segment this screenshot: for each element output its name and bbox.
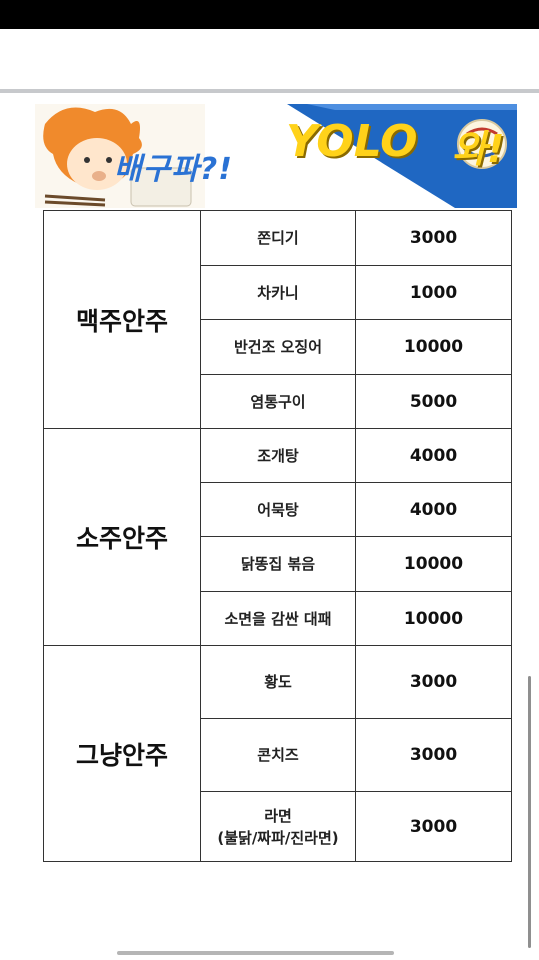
table-row: 콘치즈 3000 bbox=[44, 718, 512, 792]
item-name: 라면 bbox=[264, 806, 292, 825]
item-name: 쫀디기 bbox=[200, 210, 356, 266]
item-price: 3000 bbox=[355, 645, 512, 719]
item-price: 4000 bbox=[355, 482, 512, 537]
table-row: 닭똥집 볶음 10000 bbox=[44, 536, 512, 592]
item-price: 5000 bbox=[355, 374, 512, 429]
item-name: 소면을 감싼 대패 bbox=[200, 591, 356, 646]
banner-yolo-text: YOLO bbox=[286, 116, 418, 167]
table-row: 소면을 감싼 대패 10000 bbox=[44, 591, 512, 646]
status-bar bbox=[0, 0, 539, 29]
table-row: 맥주안주 쫀디기 3000 bbox=[43, 210, 512, 429]
table-row: 소주안주 조개탕 4000 bbox=[43, 428, 512, 646]
table-row: 어묵탕 4000 bbox=[44, 482, 512, 537]
item-price: 3000 bbox=[355, 210, 512, 266]
banner-artwork bbox=[35, 104, 517, 208]
category-beer-snacks: 맥주안주 bbox=[43, 210, 201, 429]
banner-wa-text: 와! bbox=[452, 127, 505, 171]
header-divider bbox=[0, 89, 539, 93]
item-price: 10000 bbox=[355, 319, 512, 375]
item-name: 염통구이 bbox=[200, 374, 356, 429]
item-name: 차카니 bbox=[200, 265, 356, 320]
banner-image bbox=[35, 104, 517, 208]
scrollbar[interactable] bbox=[528, 676, 531, 948]
item-price: 10000 bbox=[355, 536, 512, 592]
item-name: 어묵탕 bbox=[200, 482, 356, 537]
item-name: 조개탕 bbox=[200, 428, 356, 483]
item-name-ramen: 라면 (불닭/짜파/진라면) bbox=[200, 791, 356, 862]
item-price: 1000 bbox=[355, 265, 512, 320]
item-price: 4000 bbox=[355, 428, 512, 483]
home-indicator[interactable] bbox=[117, 951, 394, 955]
table-row: 차카니 1000 bbox=[44, 265, 512, 320]
menu-table: 맥주안주 쫀디기 3000 차카니 1000 반건조 오징어 10000 염통구… bbox=[43, 210, 512, 862]
item-name: 닭똥집 볶음 bbox=[200, 536, 356, 592]
item-name: 콘치즈 bbox=[200, 718, 356, 792]
table-row: 라면 (불닭/짜파/진라면) 3000 bbox=[44, 791, 512, 862]
item-name: 황도 bbox=[200, 645, 356, 719]
item-price: 3000 bbox=[355, 791, 512, 862]
item-name: 반건조 오징어 bbox=[200, 319, 356, 375]
category-plain-snacks: 그냥안주 bbox=[43, 645, 201, 862]
item-name-sub: (불닭/짜파/진라면) bbox=[217, 828, 339, 847]
table-row: 그냥안주 황도 3000 bbox=[43, 645, 512, 862]
item-price: 10000 bbox=[355, 591, 512, 646]
table-row: 반건조 오징어 10000 bbox=[44, 319, 512, 375]
item-price: 3000 bbox=[355, 718, 512, 792]
banner-title: 배구파?! bbox=[114, 152, 233, 187]
category-soju-snacks: 소주안주 bbox=[43, 428, 201, 646]
